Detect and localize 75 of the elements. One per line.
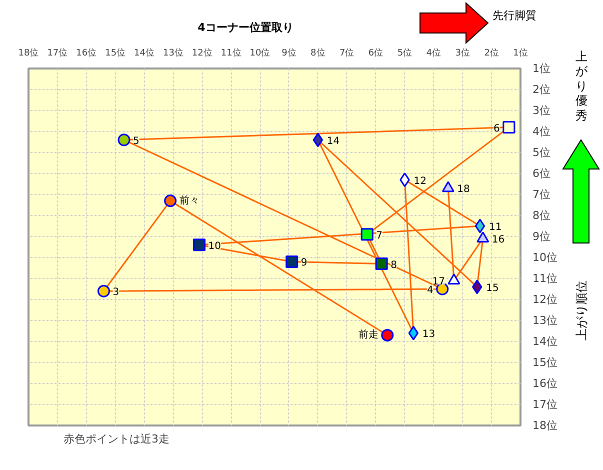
y-tick-label: 6位 [532, 167, 550, 180]
series-label: 前走 [358, 328, 378, 341]
x-tick-label: 11位 [220, 48, 242, 58]
y-tick-label: 8位 [532, 209, 550, 222]
point [408, 326, 418, 340]
x-tick-label: 3位 [455, 48, 470, 58]
x-tick-label: 17位 [47, 48, 68, 58]
series-label: 6 [494, 123, 500, 134]
series-label: 7 [376, 230, 382, 242]
x-tick-label: 14位 [134, 48, 154, 58]
point [360, 228, 374, 241]
y-tick-label: 14位 [532, 335, 558, 348]
series-label: 18 [457, 184, 470, 196]
point [193, 238, 206, 252]
point [381, 328, 394, 342]
y-tick-label: 10位 [532, 251, 558, 264]
y-tick-label: 17位 [532, 398, 558, 411]
y-tick-label: 3位 [532, 104, 550, 117]
series-label: 9 [300, 258, 308, 269]
series-label: 3 [112, 287, 120, 298]
point [502, 121, 516, 134]
y-tick-label: 16位 [532, 377, 558, 390]
point [448, 274, 460, 285]
point [476, 232, 490, 243]
point [474, 218, 486, 234]
series-label: 17 [432, 276, 445, 288]
x-tick-label: 4位 [426, 48, 442, 58]
y-tick-label: 18位 [532, 419, 558, 432]
series-label: 10 [208, 240, 221, 252]
text: 先行脚質 [492, 9, 536, 22]
series-label: 8 [390, 260, 397, 271]
y-tick-label: 15位 [532, 356, 558, 369]
y-tick-label: 13位 [532, 314, 558, 327]
series-label: 15 [486, 282, 499, 294]
x-axis-title: 4コーナー位置取り [198, 21, 294, 34]
x-tick-label: 8位 [310, 48, 326, 58]
y-tick-label: 2位 [532, 83, 550, 96]
series-label: 5 [133, 136, 140, 147]
x-tick-label: 1位 [513, 48, 528, 58]
point [375, 258, 388, 270]
series-label: 11 [488, 222, 502, 233]
series-label: 4 [426, 285, 434, 296]
x-tick-label: 9位 [282, 48, 296, 58]
y-tick-label: 1位 [532, 62, 550, 75]
point [400, 172, 410, 188]
x-tick-label: 7位 [339, 48, 354, 58]
text: 赤色ポイントは近3走 [64, 432, 170, 446]
point [442, 181, 454, 192]
point [118, 134, 130, 146]
series-label: 前々 [179, 194, 200, 206]
point [286, 255, 298, 268]
point [436, 282, 449, 296]
x-tick-label: 18位 [18, 48, 39, 58]
y-tick-label: 7位 [532, 188, 550, 201]
series-label: 14 [326, 136, 340, 147]
point [97, 284, 110, 298]
x-tick-label: 5位 [397, 48, 412, 58]
point [472, 280, 482, 294]
x-tick-label: 13位 [162, 48, 184, 58]
series-label: 13 [422, 329, 436, 340]
x-tick-label: 10位 [250, 48, 270, 58]
x-tick-label: 16位 [76, 48, 97, 58]
y-tick-label: 11位 [532, 272, 558, 285]
point [312, 132, 323, 148]
x-tick-label: 6位 [368, 48, 384, 58]
series-label: 12 [414, 176, 426, 187]
y-tick-label: 4位 [532, 125, 550, 138]
y-tick-label: 9位 [532, 230, 550, 243]
y-tick-label: 12位 [532, 293, 558, 306]
x-tick-label: 15位 [105, 48, 126, 58]
y-tick-label: 5位 [532, 146, 550, 159]
series-label: 16 [492, 234, 505, 246]
point [164, 194, 177, 208]
x-tick-label: 2位 [484, 48, 499, 58]
x-tick-label: 12位 [192, 48, 212, 58]
